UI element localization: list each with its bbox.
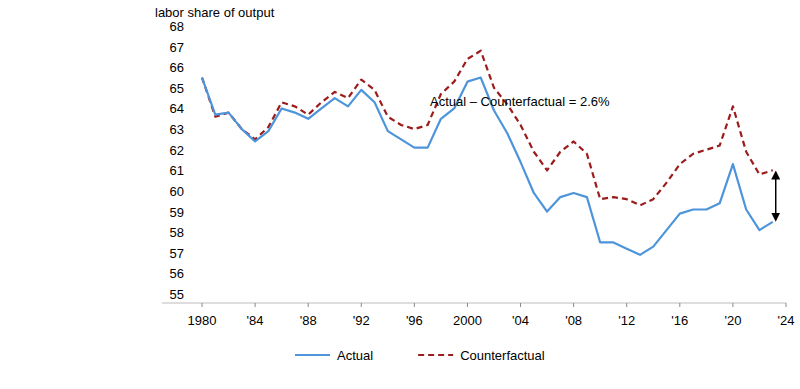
x-tick <box>202 303 203 307</box>
y-tick-label: 57 <box>170 246 184 261</box>
y-tick-label: 66 <box>170 60 184 75</box>
x-tick <box>679 303 680 307</box>
x-tick-label: '96 <box>406 313 423 328</box>
series-line <box>202 78 773 255</box>
y-tick-label: 56 <box>170 266 184 281</box>
x-tick <box>467 303 468 307</box>
x-tick <box>308 303 309 307</box>
legend-label: Actual <box>337 348 373 363</box>
legend-swatch <box>418 354 453 356</box>
x-tick <box>732 303 733 307</box>
series-line <box>202 51 773 206</box>
x-tick-label: '24 <box>778 313 795 328</box>
x-tick <box>255 303 256 307</box>
y-tick-label: 61 <box>170 163 184 178</box>
x-tick-label: '20 <box>724 313 741 328</box>
x-tick <box>361 303 362 307</box>
y-tick-label: 65 <box>170 81 184 96</box>
y-tick-label: 58 <box>170 225 184 240</box>
y-tick-label: 59 <box>170 205 184 220</box>
plot-area <box>202 51 773 255</box>
x-tick-label: 2000 <box>453 313 482 328</box>
difference-arrow <box>775 172 777 220</box>
x-tick-label: '88 <box>300 313 317 328</box>
y-axis-label: labor share of output <box>155 5 275 20</box>
y-tick-label: 67 <box>170 40 184 55</box>
chart: labor share of output 55 56 57 58 59 60 61 62 63 6… <box>0 0 800 389</box>
legend-label: Counterfactual <box>460 348 545 363</box>
x-tick-label: '08 <box>565 313 582 328</box>
y-tick-label: 55 <box>170 287 184 302</box>
x-tick-label: '04 <box>512 313 529 328</box>
x-tick <box>520 303 521 307</box>
x-axis-line <box>162 303 786 304</box>
annotation: Actual – Counterfactual = 2.6% <box>430 94 610 109</box>
y-tick-label: 68 <box>170 19 184 34</box>
x-tick-label: 1980 <box>188 313 217 328</box>
y-tick-label: 63 <box>170 122 184 137</box>
y-tick-label: 62 <box>170 143 184 158</box>
legend-item: Actual <box>295 348 373 363</box>
y-tick-label: 60 <box>170 184 184 199</box>
x-tick-label: '84 <box>247 313 264 328</box>
x-tick-label: '12 <box>618 313 635 328</box>
x-tick-label: '16 <box>671 313 688 328</box>
x-tick <box>786 303 787 307</box>
x-tick <box>626 303 627 307</box>
x-tick <box>573 303 574 307</box>
y-tick-label: 64 <box>170 101 184 116</box>
x-tick <box>414 303 415 307</box>
legend-swatch <box>295 354 330 356</box>
legend-item: Counterfactual <box>418 348 545 363</box>
x-tick-label: '92 <box>353 313 370 328</box>
